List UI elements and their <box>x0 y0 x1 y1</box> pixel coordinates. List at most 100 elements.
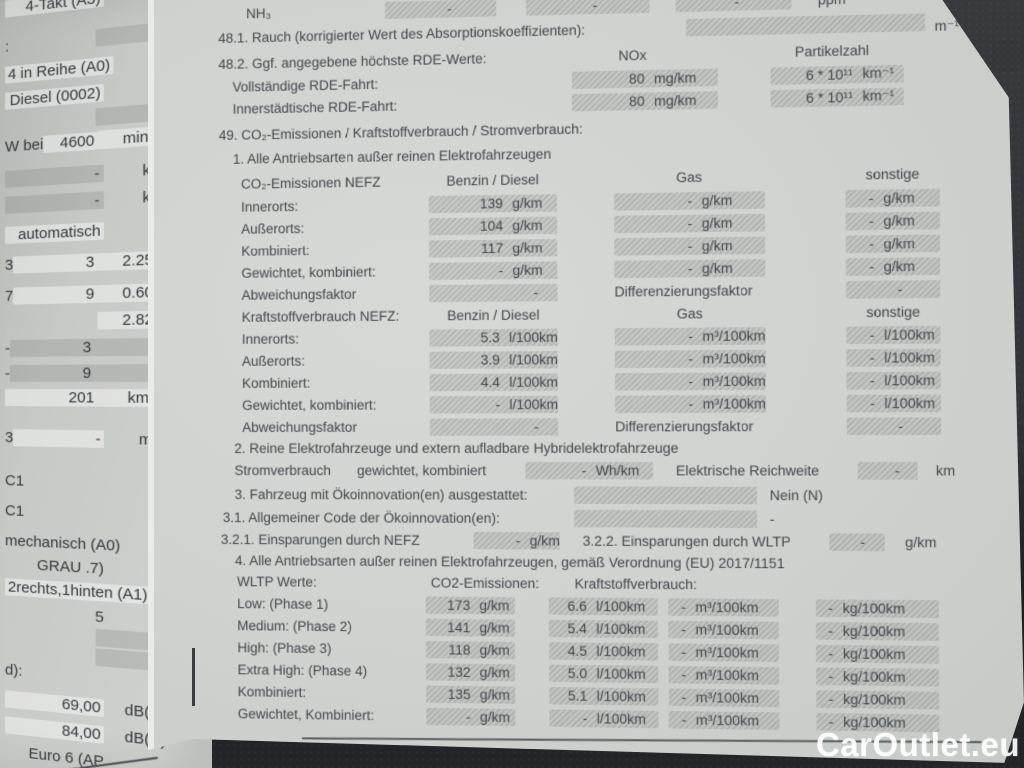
row-label: 48.1. Rauch (korrigierter Wert des Absor… <box>218 22 586 47</box>
row-label: Außerorts: <box>241 220 305 237</box>
unit: g/km <box>883 212 915 229</box>
value: 6.6 <box>567 598 587 614</box>
left-value: C1 <box>4 501 25 520</box>
left-label: 7 <box>4 287 14 305</box>
value: - <box>898 417 904 434</box>
value: 6 * 10¹¹ <box>805 89 854 106</box>
value-box: - g/km <box>426 707 516 726</box>
row-label: Elektrische Reichweite <box>675 463 820 479</box>
unit: l/100km <box>596 665 646 682</box>
value: - <box>688 373 694 389</box>
value: - <box>868 212 874 229</box>
unit: kg/100km <box>842 600 906 617</box>
unit: m⁻¹ <box>934 17 960 34</box>
unit: g/km <box>479 708 511 725</box>
left-label: 3 <box>4 428 14 446</box>
table-header: Gas <box>676 305 703 322</box>
value: - <box>515 533 521 549</box>
value: 3.9 <box>480 351 500 368</box>
section-title-text: 49. CO₂-Emissionen / Kraftstoffverbrauch… <box>218 121 583 144</box>
value-box: - g/km <box>845 211 940 230</box>
left-value: - <box>4 190 104 214</box>
value-box: - <box>675 0 792 12</box>
unit: l/100km <box>509 373 558 390</box>
value-box: 80 mg/km <box>571 90 719 111</box>
unit: m³/100km <box>702 327 766 344</box>
unit: g/km <box>512 239 543 256</box>
left-value: Diesel (0002) <box>4 83 104 110</box>
value: - <box>869 349 875 366</box>
table-row: Kombiniert: 4.4 l/100km - m³/100km - l/100k… <box>220 368 1024 394</box>
value: - <box>869 235 874 252</box>
stromverbrauch-row: Stromverbrauch gewichtet, kombiniert - Wh… <box>220 459 1023 483</box>
row-label: Gewichtet, Kombiniert: <box>237 705 375 723</box>
value: - <box>688 395 694 412</box>
col-header-nox: NOx <box>618 47 647 64</box>
value: - <box>688 328 693 344</box>
unit: m³/100km <box>702 372 766 389</box>
value-box: - m³/100km <box>615 394 767 413</box>
value-box: - <box>384 0 497 19</box>
value: - <box>581 463 587 479</box>
value-box: - <box>429 283 558 302</box>
row-label: Extra High: (Phase 4) <box>237 661 368 679</box>
unit: g/km <box>883 189 915 206</box>
value-box: - l/100km <box>846 371 941 390</box>
value-box: - <box>429 417 559 436</box>
unit: m³/100km <box>695 599 759 615</box>
unit: g/km <box>479 597 510 613</box>
nh3-label: NH₃ <box>246 5 272 21</box>
unit: l/100km <box>596 643 646 660</box>
value: - <box>498 262 504 278</box>
value-box: - g/km <box>845 233 941 253</box>
unit: g/km <box>479 686 510 703</box>
value: 5.0 <box>567 665 588 681</box>
value: - <box>828 668 834 684</box>
left-value: 4600 <box>43 131 98 153</box>
value-box: 6.6 l/100km <box>548 596 658 616</box>
value: 5.4 <box>567 620 587 636</box>
table-header: Benzin / Diesel <box>447 306 540 323</box>
value-box: - kg/100km <box>815 598 939 618</box>
unit: l/100km <box>508 329 558 345</box>
unit: m³/100km <box>695 644 759 661</box>
value: - <box>687 260 693 276</box>
value: - <box>681 644 687 660</box>
value-box: 5.4 l/100km <box>548 619 659 638</box>
row-label: Außerorts: <box>241 353 306 369</box>
left-value: - <box>13 428 104 448</box>
value: 80 <box>628 70 645 87</box>
table-header: WLTP Werte: <box>237 574 317 590</box>
value-box: 5.0 l/100km <box>549 664 659 683</box>
row-label: Low: (Phase 1) <box>237 595 329 612</box>
value: - <box>769 511 775 527</box>
col-header-partikelzahl: Partikelzahl <box>794 42 870 60</box>
value-box: - g/km <box>614 235 766 256</box>
value-box: - Wh/km <box>525 462 653 480</box>
value: - <box>828 599 833 616</box>
value-box: 104 g/km <box>428 216 558 235</box>
unit: m³/100km <box>695 666 759 683</box>
value-box: - <box>829 533 885 552</box>
value: 104 <box>479 217 504 234</box>
table-header: CO2-Emissionen: <box>430 575 540 592</box>
unit: g/km <box>479 619 510 636</box>
value-box: - <box>526 0 650 16</box>
value-box <box>574 509 758 528</box>
value-box: 117 g/km <box>428 238 558 258</box>
value-box: 6 * 10¹¹ km⁻¹ <box>770 87 904 108</box>
left-value: 3 <box>13 252 98 274</box>
value-box: 3.9 l/100km <box>429 350 558 369</box>
table-header: CO₂-Emissionen NEFZ <box>240 174 381 192</box>
value-box <box>686 13 925 37</box>
value-box: - m³/100km <box>668 620 779 639</box>
value: - <box>687 192 693 209</box>
row-label: Gewichtet, kombiniert: <box>241 263 376 281</box>
value: 132 <box>447 664 471 680</box>
unit: Wh/km <box>595 463 640 479</box>
unit: m³/100km <box>702 395 766 412</box>
unit: g/km <box>701 260 733 276</box>
value: - <box>687 237 693 254</box>
table-header: Kraftstoffverbrauch: <box>574 576 698 593</box>
unit: l/100km <box>596 710 646 727</box>
